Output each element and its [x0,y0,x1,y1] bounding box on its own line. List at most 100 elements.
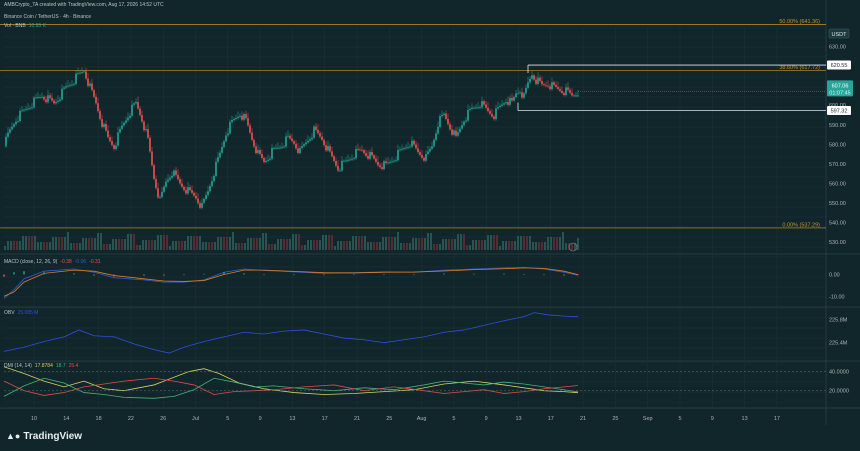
candle-body [83,71,85,73]
volume-bar [238,243,240,250]
candle-body [545,85,547,86]
candle-body [149,137,151,152]
volume-bar [454,239,456,250]
candle-body [343,160,345,162]
candle-body [461,125,463,129]
symbol-text[interactable]: Binance Coin / TetherUS · 4h · Binance [4,14,92,20]
x-tick-label: 21 [354,416,360,422]
candle-body [243,114,245,120]
scroll-realtime-icon [568,242,578,252]
candle-body [453,130,455,135]
fib-level-label: 50.00% (641.36) [779,19,820,25]
candle-body [569,90,571,93]
candle-body [473,107,475,109]
tradingview-logo-icon: ▲● [6,431,21,441]
macd-histogram-bar [3,274,5,277]
candle-body [351,158,353,160]
dmi-title[interactable]: DMI (14, 14) [4,363,32,369]
volume-bar [499,246,501,250]
candle-body [497,107,499,109]
volume-bar [532,242,534,250]
volume-bar [400,243,402,250]
resistance-badge-text: 620.55 [831,63,848,69]
candle-body [181,183,183,187]
macd-histogram-bar [577,274,579,276]
candle-body [231,120,233,123]
candle-body [81,71,83,73]
volume-bar [352,236,354,250]
candle-body [117,132,119,146]
volume-bar [304,245,306,250]
candle-body [315,126,317,130]
obv-legend: OBV 25.085 M [4,310,41,317]
candle-body [269,158,271,160]
volume-bar [394,237,396,250]
macd-histogram-bar [23,271,25,275]
macd-histogram-bar [473,273,475,275]
candle-body [375,158,377,162]
candle-body [87,78,89,86]
candle-body [541,80,543,85]
candle-body [371,151,373,156]
volume-bar [493,235,495,250]
symbol-line: Binance Coin / TetherUS · 4h · Binance [4,14,94,21]
candle-body [5,136,7,147]
macd-title[interactable]: MACD (close, 12, 26, 9) [4,259,58,265]
volume-bar [322,235,324,250]
candle-body [37,97,39,99]
candle-body [283,146,285,148]
candle-body [267,159,269,161]
candle-body [389,161,391,163]
volume-bar [244,243,246,250]
candle-body [407,147,409,148]
obv-title[interactable]: OBV [4,310,15,316]
candle-body [295,143,297,149]
volume-bar [340,241,342,250]
volume-bar [31,236,33,250]
candle-body [451,129,453,135]
candle-body [537,77,539,84]
candle-body [551,82,553,90]
candle-body [535,79,537,84]
volume-bar [358,236,360,250]
candle-body [119,128,121,133]
volume-label[interactable]: Vol · BNB [4,23,26,29]
volume-bar [565,243,567,250]
indicator-y-tick: -10.00 [829,294,845,300]
volume-bar [199,236,201,250]
candle-body [67,85,69,87]
volume-bar [163,235,165,250]
candle-body [395,160,397,162]
volume-bar [424,238,426,250]
candle-body [15,121,17,125]
volume-bar [298,234,300,250]
y-tick-label: 540.00 [829,221,846,227]
candle-body [323,139,325,146]
candle-body [101,119,103,127]
candle-body [61,88,63,100]
candle-body [63,87,65,89]
volume-bar [562,232,564,250]
candle-body [273,147,275,149]
volume-bar [355,236,357,250]
obv-value: 25.085 M [17,310,39,316]
candle-body [99,111,101,120]
candle-body [123,122,125,126]
macd-histogram-bar [263,274,265,276]
candle-body [93,90,95,97]
volume-bar [541,242,543,250]
candle-body [363,150,365,154]
volume-bar [343,241,345,250]
candle-body [533,75,535,80]
x-tick-label: 9 [711,416,714,422]
tradingview-logo[interactable]: ▲● TradingView [6,431,82,442]
volume-bar [139,245,141,250]
candle-body [415,144,417,149]
volume-bar [523,236,525,250]
volume-bar [415,238,417,250]
series-line-macd [3,267,579,299]
candle-body [193,192,195,196]
macd-histogram-bar [503,273,505,275]
macd-histogram-bar [13,272,15,275]
candle-body [265,160,267,162]
